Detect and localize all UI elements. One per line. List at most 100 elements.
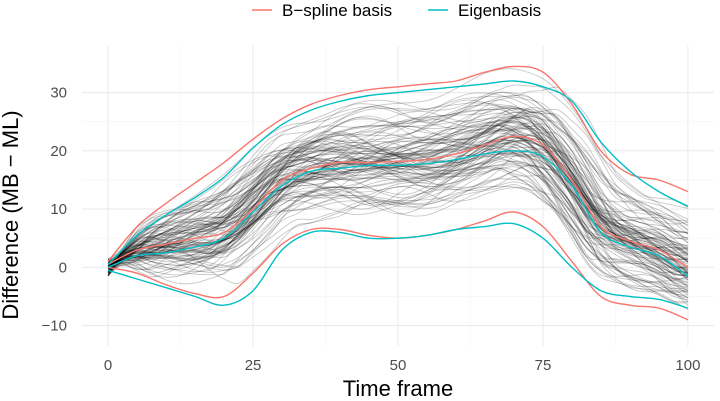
- background-curve: [107, 123, 689, 275]
- background-curve: [107, 127, 689, 271]
- y-tick-label-0: 0: [59, 259, 67, 276]
- legend: B−spline basis Eigenbasis: [252, 1, 541, 20]
- background-curve: [107, 115, 689, 274]
- background-curve: [107, 121, 688, 267]
- background-curve: [107, 153, 689, 306]
- background-curve: [107, 144, 689, 276]
- x-tick-label-100: 100: [675, 357, 700, 374]
- background-curve: [107, 119, 689, 268]
- legend-label-bspline: B−spline basis: [282, 1, 392, 20]
- background-curve: [107, 111, 689, 267]
- background-curve: [107, 160, 688, 303]
- y-axis-ticks: −10 0 10 20 30: [42, 85, 67, 335]
- background-curve: [107, 106, 689, 272]
- background-curve: [107, 94, 689, 270]
- background-curve: [107, 116, 689, 273]
- background-curve: [108, 132, 688, 262]
- background-curve: [108, 140, 688, 262]
- background-curve: [107, 147, 688, 271]
- background-curve: [107, 175, 689, 310]
- background-curve: [107, 125, 688, 269]
- background-curve: [107, 104, 688, 263]
- background-curve: [107, 137, 689, 285]
- y-tick-label-30: 30: [50, 85, 67, 102]
- background-curve: [107, 151, 688, 296]
- background-curve: [108, 128, 689, 261]
- background-curve: [107, 142, 689, 272]
- background-curve: [107, 126, 689, 260]
- background-curve: [107, 159, 689, 284]
- background-curve: [107, 166, 689, 287]
- series-line-eigenbasis-mean: [107, 150, 689, 277]
- background-curve: [107, 84, 689, 272]
- background-curve: [107, 128, 689, 270]
- background-curve: [108, 117, 689, 264]
- background-curve: [108, 145, 688, 283]
- background-curve: [107, 146, 689, 275]
- background-curve: [108, 160, 689, 298]
- background-curve: [107, 148, 689, 274]
- background-curve: [107, 168, 688, 286]
- background-curve: [107, 138, 688, 280]
- background-curve: [107, 142, 688, 274]
- background-curve: [107, 124, 688, 273]
- background-curve: [107, 108, 689, 273]
- legend-item-eigenbasis: Eigenbasis: [428, 1, 541, 20]
- y-tick-label-20: 20: [50, 143, 67, 160]
- legend-label-eigenbasis: Eigenbasis: [458, 1, 541, 20]
- background-curve: [107, 107, 689, 264]
- series-line-bspline-mean: [107, 135, 689, 268]
- background-curve: [107, 151, 689, 289]
- background-curve: [107, 120, 688, 262]
- background-curve: [107, 108, 688, 271]
- background-curve: [107, 86, 689, 273]
- background-curve: [107, 127, 688, 274]
- background-curve: [108, 139, 688, 273]
- legend-item-bspline: B−spline basis: [252, 1, 392, 20]
- background-curve: [107, 166, 688, 293]
- background-curve: [107, 123, 689, 270]
- background-curve: [108, 111, 689, 271]
- background-curve: [107, 168, 688, 290]
- x-axis-ticks: 0 25 50 75 100: [104, 357, 701, 374]
- background-curve: [107, 136, 689, 283]
- background-curve: [108, 134, 688, 277]
- background-curve: [107, 117, 689, 266]
- background-curve: [107, 164, 688, 301]
- background-curve: [107, 99, 688, 261]
- background-curve: [107, 111, 689, 277]
- x-tick-label-50: 50: [390, 357, 407, 374]
- background-curve: [107, 116, 689, 265]
- x-tick-label-0: 0: [104, 357, 112, 374]
- background-curve: [107, 114, 689, 274]
- background-curve: [107, 165, 689, 299]
- series-lines: [107, 65, 689, 321]
- background-curve: [107, 163, 689, 275]
- background-curve: [107, 102, 689, 267]
- background-curve: [107, 135, 689, 262]
- y-tick-label-10: 10: [50, 201, 67, 218]
- background-curve: [108, 167, 688, 304]
- background-curve: [107, 92, 688, 261]
- background-curve: [108, 121, 688, 276]
- background-curve: [107, 137, 689, 281]
- y-axis-title: Difference (MB − ML): [0, 110, 23, 319]
- background-curve: [107, 92, 688, 265]
- background-curve: [107, 122, 689, 270]
- background-curve: [107, 124, 688, 276]
- background-curve: [107, 125, 688, 270]
- background-curve: [107, 107, 689, 273]
- background-curve: [107, 107, 689, 274]
- background-curve: [107, 142, 688, 287]
- x-tick-label-75: 75: [535, 357, 552, 374]
- background-curve: [107, 150, 689, 272]
- background-curve: [107, 135, 689, 287]
- background-curve: [107, 112, 688, 266]
- background-curve: [107, 131, 689, 273]
- background-curve: [107, 91, 688, 276]
- background-curve: [107, 153, 689, 293]
- y-tick-label-m10: −10: [42, 318, 67, 335]
- background-curve: [107, 107, 689, 268]
